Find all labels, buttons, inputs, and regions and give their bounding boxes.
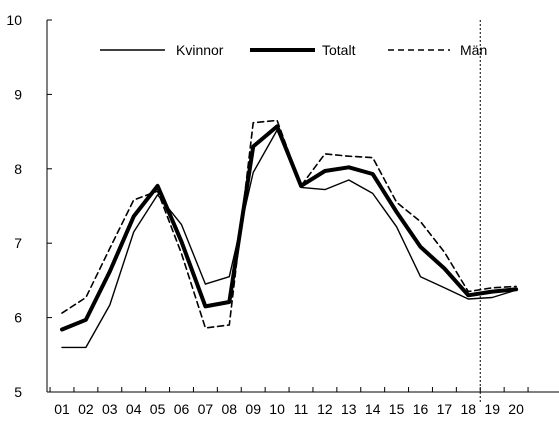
x-tick-label: 11	[294, 401, 309, 417]
series-line-totalt	[60, 124, 519, 332]
x-tick-label: 04	[126, 401, 142, 417]
x-tick-label: 14	[365, 401, 381, 417]
x-tick-label: 09	[245, 401, 261, 417]
x-tick-label: 17	[437, 401, 453, 417]
series-lines	[60, 119, 519, 349]
y-tick-label: 8	[14, 161, 22, 177]
x-tick-label: 01	[54, 401, 70, 417]
y-tick-label: 6	[14, 310, 22, 326]
series-line-män	[61, 119, 517, 329]
x-tick-label: 03	[102, 401, 118, 417]
x-tick-label: 20	[508, 401, 524, 417]
x-tick-label: 08	[222, 401, 238, 417]
series-line-kvinnor	[61, 129, 517, 349]
x-tick-label: 10	[269, 401, 285, 417]
legend-label-totalt: Totalt	[322, 42, 356, 58]
y-tick-label: 10	[6, 12, 22, 28]
y-tick-label: 5	[14, 384, 22, 400]
x-tick-label: 16	[413, 401, 429, 417]
x-tick-label: 13	[341, 401, 357, 417]
legend-label-män: Män	[460, 42, 487, 58]
x-tick-label: 05	[150, 401, 166, 417]
x-tick-label: 07	[198, 401, 214, 417]
x-tick-label: 06	[174, 401, 190, 417]
legend: Kvinnor Totalt Män	[100, 42, 487, 58]
legend-label-kvinnor: Kvinnor	[176, 42, 224, 58]
x-tick-label: 15	[389, 401, 405, 417]
y-tick-label: 9	[14, 86, 22, 102]
axes: 5 6 7 8 9 10 01 02 03 04 05 06 07 08 09 10 11 12 13 14 15 16 1…	[6, 12, 559, 417]
x-tick-label: 19	[484, 401, 500, 417]
x-tick-label: 18	[461, 401, 477, 417]
x-tick-label: 12	[317, 401, 333, 417]
y-tick-label: 7	[14, 235, 22, 251]
x-tick-label: 02	[78, 401, 94, 417]
